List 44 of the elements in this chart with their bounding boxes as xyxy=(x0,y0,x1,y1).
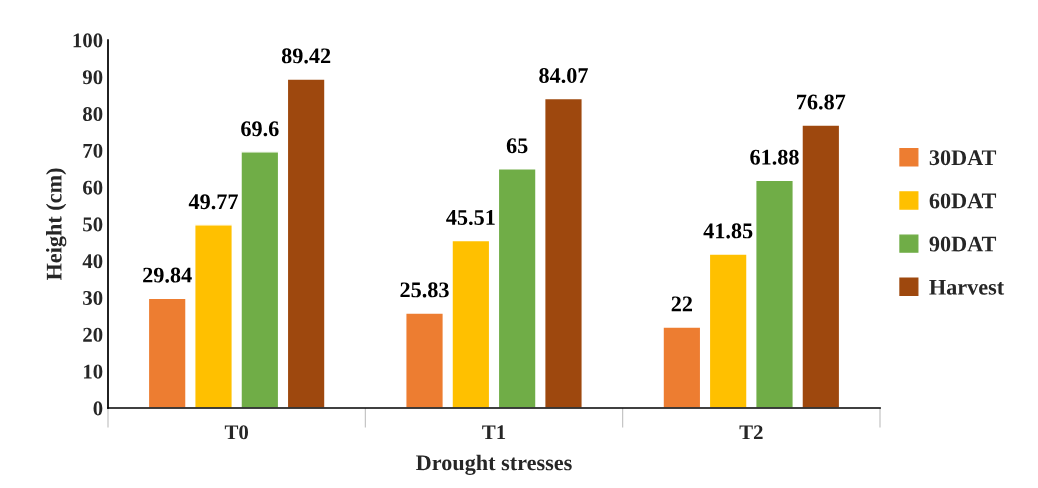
data-label: 69.6 xyxy=(241,121,279,137)
bar xyxy=(543,97,583,408)
y-tick-label: 100 xyxy=(73,33,103,48)
bar xyxy=(708,253,748,408)
bar xyxy=(240,151,280,408)
x-tick-label: T2 xyxy=(739,425,763,440)
y-tick-label: 70 xyxy=(83,143,103,158)
x-tick-label: T0 xyxy=(224,425,249,440)
data-label: 84.07 xyxy=(539,68,588,84)
y-tick-label: 90 xyxy=(82,70,103,85)
bar xyxy=(286,78,326,408)
data-label: 41.85 xyxy=(703,223,753,239)
y-tick-label: 20 xyxy=(83,327,103,342)
bar xyxy=(194,224,233,408)
y-axis-title: Height (cm) xyxy=(46,168,67,281)
y-tick-label: 60 xyxy=(83,180,103,195)
y-tick-label: 0 xyxy=(93,401,103,416)
data-label: 29.84 xyxy=(143,267,192,283)
x-tick-label: T1 xyxy=(482,425,506,440)
data-label: 76.87 xyxy=(797,94,846,110)
data-label: 65 xyxy=(506,138,528,154)
y-tick-label: 40 xyxy=(82,254,103,269)
bar xyxy=(497,168,537,408)
y-tick-label: 50 xyxy=(83,217,103,232)
bar xyxy=(801,124,841,408)
data-label: 22 xyxy=(671,296,693,312)
data-label: 61.88 xyxy=(750,149,799,165)
y-tick-label: 80 xyxy=(83,106,103,122)
bar xyxy=(451,239,491,408)
legend-label: 90DAT xyxy=(929,236,997,252)
legend-label: Harvest xyxy=(929,279,1005,295)
bar xyxy=(662,326,702,408)
data-label: 25.83 xyxy=(400,282,449,298)
bar xyxy=(147,297,187,408)
legend-label: 30DAT xyxy=(929,150,997,166)
x-axis-title: Drought stresses xyxy=(416,454,572,475)
legend-label: 60DAT xyxy=(929,193,997,209)
data-label: 45.51 xyxy=(446,210,495,225)
bar xyxy=(755,179,794,408)
y-tick-label: 30 xyxy=(83,290,103,306)
data-label: 49.77 xyxy=(188,194,238,210)
bar xyxy=(405,312,445,408)
y-tick-label: 10 xyxy=(83,364,103,379)
data-label: 89.42 xyxy=(281,48,331,64)
